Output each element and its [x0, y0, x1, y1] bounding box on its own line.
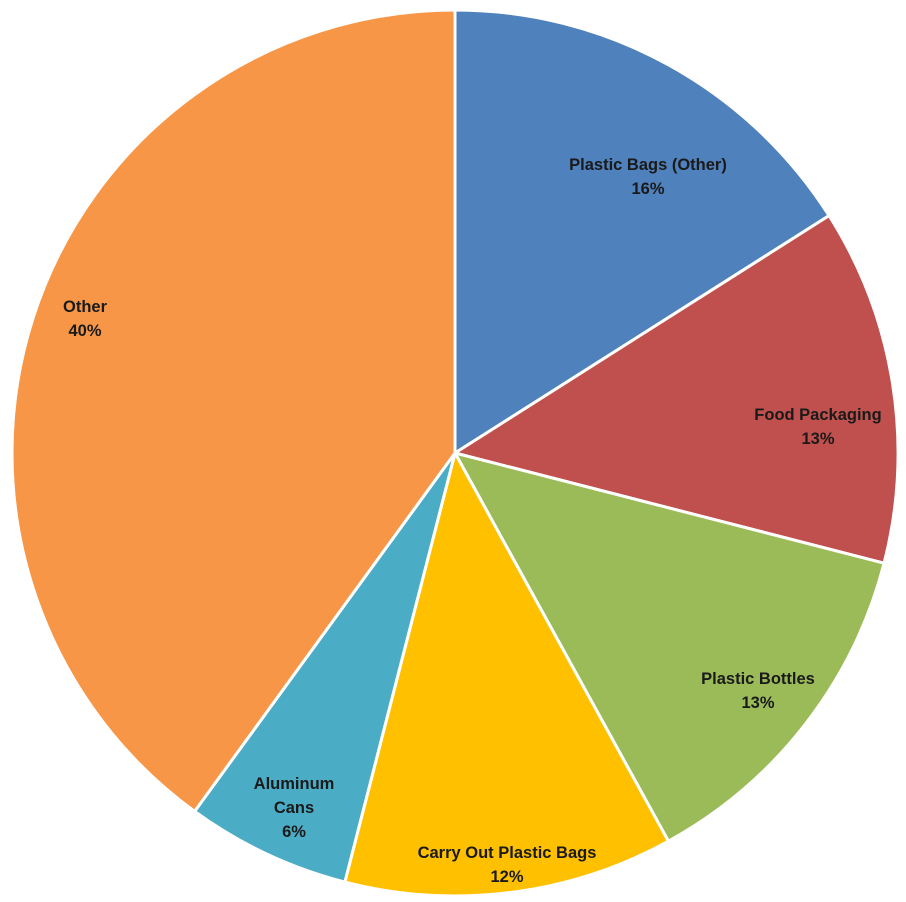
- pie-slice-carry-out-plastic-bags: [343, 451, 670, 898]
- pie-data-label: Plastic Bags (Other) 16%: [569, 156, 727, 198]
- pie-label-name: Food Packaging: [754, 406, 881, 424]
- pie-label-percent: 6%: [282, 823, 306, 841]
- pie-slice-plastic-bottles: [453, 451, 886, 843]
- pie-label-name: Cans: [274, 799, 314, 817]
- pie-slices: [10, 8, 900, 898]
- pie-label-name: Plastic Bottles: [701, 670, 815, 688]
- pie-label-name: Plastic Bags (Other): [569, 156, 727, 174]
- pie-label-percent: 13%: [741, 694, 774, 712]
- pie-slice-plastic-bags-other: [453, 8, 831, 455]
- pie-data-label: Carry Out Plastic Bags 12%: [418, 844, 597, 886]
- pie-label-percent: 13%: [801, 430, 834, 448]
- pie-label-percent: 40%: [68, 322, 101, 340]
- pie-label-percent: 16%: [631, 180, 664, 198]
- pie-label-name: Aluminum: [254, 775, 335, 793]
- pie-label-percent: 12%: [490, 868, 523, 886]
- pie-data-label: Food Packaging 13%: [754, 406, 881, 448]
- pie-slice-other: [10, 8, 457, 813]
- pie-slice-food-packaging: [453, 214, 900, 565]
- pie-slice-aluminum-cans: [193, 451, 457, 884]
- pie-data-label: Plastic Bottles 13%: [701, 670, 815, 712]
- pie-data-label: Aluminum Cans 6%: [254, 775, 335, 841]
- pie-data-label: Other 40%: [63, 298, 108, 340]
- pie-labels: Plastic Bags (Other) 16% Food Packaging 13%…: [63, 156, 882, 886]
- pie-label-name: Other: [63, 298, 108, 316]
- pie-label-name: Carry Out Plastic Bags: [418, 844, 597, 862]
